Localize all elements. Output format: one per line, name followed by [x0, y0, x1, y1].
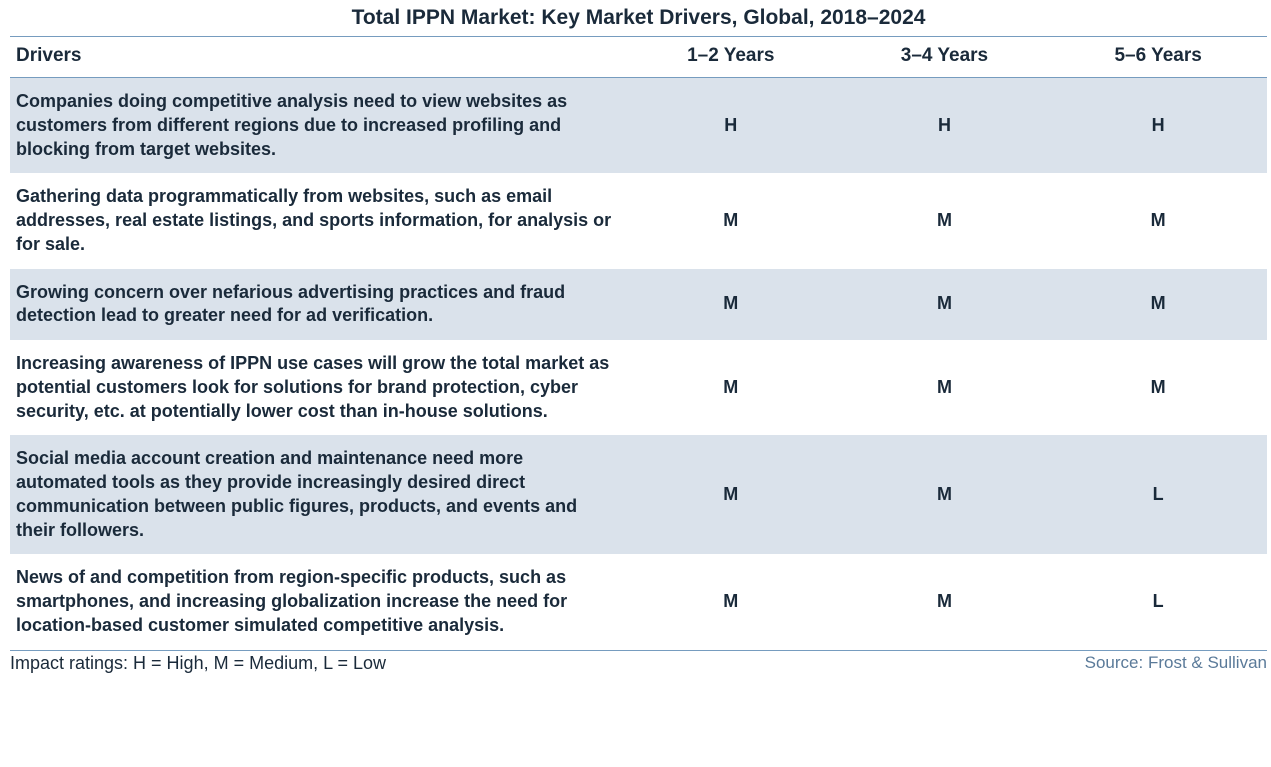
impact-5-6-years: M	[1053, 173, 1267, 268]
impact-3-4-years: M	[840, 435, 1054, 554]
impact-legend: Impact ratings: H = High, M = Medium, L …	[10, 653, 386, 674]
table-row: News of and competition from region-spec…	[10, 554, 1267, 649]
impact-3-4-years: M	[840, 340, 1054, 435]
table-row: Increasing awareness of IPPN use cases w…	[10, 340, 1267, 435]
impact-1-2-years: M	[626, 340, 840, 435]
impact-5-6-years: M	[1053, 340, 1267, 435]
table-row: Gathering data programmatically from web…	[10, 173, 1267, 268]
driver-text: Companies doing competitive analysis nee…	[10, 78, 626, 174]
table-row: Companies doing competitive analysis nee…	[10, 78, 1267, 174]
col-header-3-4-years: 3–4 Years	[840, 37, 1054, 78]
table-header-row: Drivers 1–2 Years 3–4 Years 5–6 Years	[10, 37, 1267, 78]
col-header-5-6-years: 5–6 Years	[1053, 37, 1267, 78]
table-row: Growing concern over nefarious advertisi…	[10, 269, 1267, 341]
impact-5-6-years: L	[1053, 435, 1267, 554]
table-row: Social media account creation and mainte…	[10, 435, 1267, 554]
table-footer: Impact ratings: H = High, M = Medium, L …	[10, 650, 1267, 674]
impact-3-4-years: M	[840, 554, 1054, 649]
col-header-drivers: Drivers	[10, 37, 626, 78]
market-drivers-table: Drivers 1–2 Years 3–4 Years 5–6 Years Co…	[10, 36, 1267, 650]
impact-1-2-years: M	[626, 435, 840, 554]
page-title: Total IPPN Market: Key Market Drivers, G…	[10, 6, 1267, 36]
driver-text: Increasing awareness of IPPN use cases w…	[10, 340, 626, 435]
impact-1-2-years: H	[626, 78, 840, 174]
impact-1-2-years: M	[626, 554, 840, 649]
impact-5-6-years: M	[1053, 269, 1267, 341]
impact-1-2-years: M	[626, 269, 840, 341]
market-drivers-table-page: Total IPPN Market: Key Market Drivers, G…	[0, 0, 1271, 674]
driver-text: Gathering data programmatically from web…	[10, 173, 626, 268]
impact-5-6-years: H	[1053, 78, 1267, 174]
impact-3-4-years: M	[840, 269, 1054, 341]
driver-text: Growing concern over nefarious advertisi…	[10, 269, 626, 341]
source-attribution: Source: Frost & Sullivan	[1085, 653, 1267, 673]
driver-text: News of and competition from region-spec…	[10, 554, 626, 649]
impact-3-4-years: M	[840, 173, 1054, 268]
impact-1-2-years: M	[626, 173, 840, 268]
col-header-1-2-years: 1–2 Years	[626, 37, 840, 78]
impact-3-4-years: H	[840, 78, 1054, 174]
impact-5-6-years: L	[1053, 554, 1267, 649]
driver-text: Social media account creation and mainte…	[10, 435, 626, 554]
